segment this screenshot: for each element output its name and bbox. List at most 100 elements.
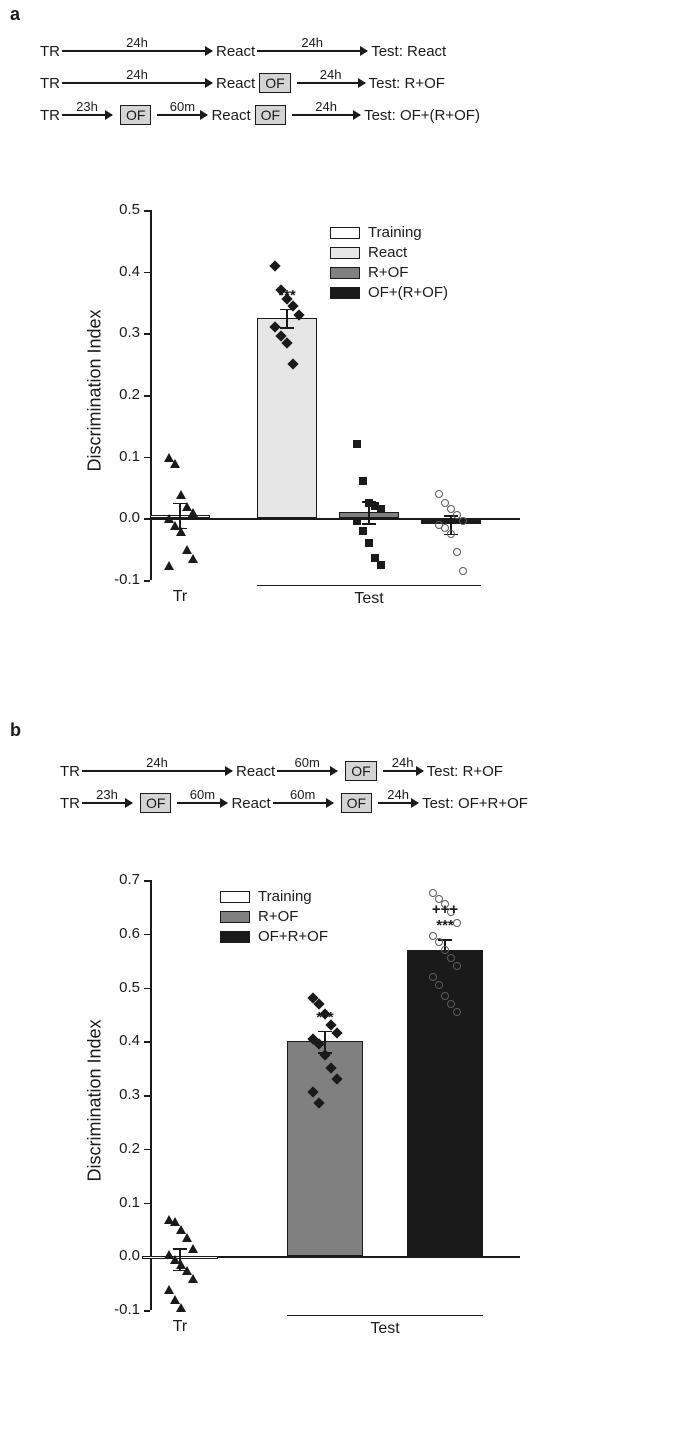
arrow-label: 24h (392, 755, 414, 770)
data-point (182, 1233, 190, 1241)
y-tick (144, 1041, 150, 1043)
y-tick-label: 0.2 (102, 386, 140, 403)
y-tick (144, 1203, 150, 1205)
error-bar (286, 309, 288, 328)
legend-item: Training (330, 224, 448, 241)
data-point (333, 1075, 341, 1083)
data-point (453, 548, 461, 556)
data-point (170, 1295, 178, 1303)
arrow-label: 24h (126, 67, 148, 82)
data-point (447, 954, 455, 962)
significance-marker: *** (305, 1009, 345, 1026)
protocol-text: Test: React (371, 43, 446, 60)
y-axis (150, 880, 152, 1310)
protocol-b: TR24hReact60mOF24hTest: R+OFTR23hOF60mRe… (60, 760, 660, 824)
data-point (441, 946, 449, 954)
protocol-arrow: 24h (297, 82, 365, 84)
data-point (271, 323, 279, 331)
protocol-text: Test: R+OF (427, 763, 503, 780)
legend-label: Training (368, 224, 422, 241)
data-point (429, 973, 437, 981)
arrow-label: 24h (320, 67, 342, 82)
protocol-text: TR (60, 795, 80, 812)
of-box: OF (345, 761, 376, 781)
arrow-label: 24h (387, 787, 409, 802)
protocol-text: TR (40, 75, 60, 92)
protocol-text: React (231, 795, 270, 812)
panel-a-label: a (10, 4, 20, 25)
protocol-text: TR (40, 107, 60, 124)
legend-swatch (220, 911, 250, 923)
error-cap (362, 523, 376, 525)
panel-b-label: b (10, 720, 21, 741)
protocol-arrow: 23h (62, 114, 112, 116)
arrow-label: 60m (190, 787, 215, 802)
protocol-text: React (211, 107, 250, 124)
protocol-text: Test: R+OF (369, 75, 445, 92)
data-point (315, 1040, 323, 1048)
legend-label: React (368, 244, 407, 261)
x-label-tr: Tr (160, 588, 200, 606)
of-box: OF (259, 73, 290, 93)
data-point (459, 517, 467, 525)
y-tick (144, 1149, 150, 1151)
y-tick-label: 0.1 (102, 448, 140, 465)
y-axis (150, 210, 152, 580)
y-tick-label: -0.1 (102, 571, 140, 588)
chart-b: Discrimination Index -0.10.00.10.20.30.4… (90, 870, 510, 1350)
data-point (365, 539, 373, 547)
data-point (283, 339, 291, 347)
data-point (188, 1274, 196, 1282)
y-tick-label: 0.5 (102, 979, 140, 996)
y-tick (144, 333, 150, 335)
legend: TrainingReactR+OFOF+(R+OF) (330, 224, 448, 304)
legend-item: OF+R+OF (220, 928, 328, 945)
legend-swatch (330, 267, 360, 279)
data-point (182, 545, 190, 553)
data-point (188, 1244, 196, 1252)
legend-swatch (220, 891, 250, 903)
legend-label: OF+(R+OF) (368, 284, 448, 301)
data-point (289, 360, 297, 368)
data-point (453, 1008, 461, 1016)
arrow-label: 24h (126, 35, 148, 50)
data-point (447, 1000, 455, 1008)
test-group-line (287, 1315, 483, 1316)
data-point (377, 505, 385, 513)
protocol-arrow: 24h (62, 50, 212, 52)
data-point (182, 1266, 190, 1274)
data-point (321, 1051, 329, 1059)
data-point (353, 440, 361, 448)
protocol-text: TR (40, 43, 60, 60)
data-point (333, 1029, 341, 1037)
data-point (435, 938, 443, 946)
data-point (359, 477, 367, 485)
data-point (176, 1225, 184, 1233)
legend-label: OF+R+OF (258, 928, 328, 945)
protocol-row: TR24hReact60mOF24hTest: R+OF (60, 760, 660, 782)
arrow-label: 23h (76, 99, 98, 114)
of-box: OF (255, 105, 286, 125)
y-tick-label: 0.5 (102, 201, 140, 218)
data-point (164, 1285, 172, 1293)
protocol-text: React (236, 763, 275, 780)
of-box: OF (341, 793, 372, 813)
x-label-test: Test (339, 590, 399, 608)
legend-item: React (330, 244, 448, 261)
error-cap (173, 1248, 187, 1250)
protocol-row: TR24hReactOF24hTest: R+OF (40, 72, 640, 94)
protocol-row: TR24hReact24hTest: React (40, 40, 640, 62)
protocol-text: React (216, 75, 255, 92)
protocol-arrow: 24h (82, 770, 232, 772)
data-point (435, 490, 443, 498)
significance-marker: +++ (425, 901, 465, 918)
data-point (271, 262, 279, 270)
protocol-arrow: 60m (177, 802, 227, 804)
protocol-arrow: 23h (82, 802, 132, 804)
protocol-arrow: 24h (383, 770, 423, 772)
protocol-row: TR23hOF60mReact60mOF24hTest: OF+R+OF (60, 792, 660, 814)
error-cap (280, 327, 294, 329)
data-point (459, 567, 467, 575)
y-tick (144, 580, 150, 582)
y-tick (144, 1310, 150, 1312)
